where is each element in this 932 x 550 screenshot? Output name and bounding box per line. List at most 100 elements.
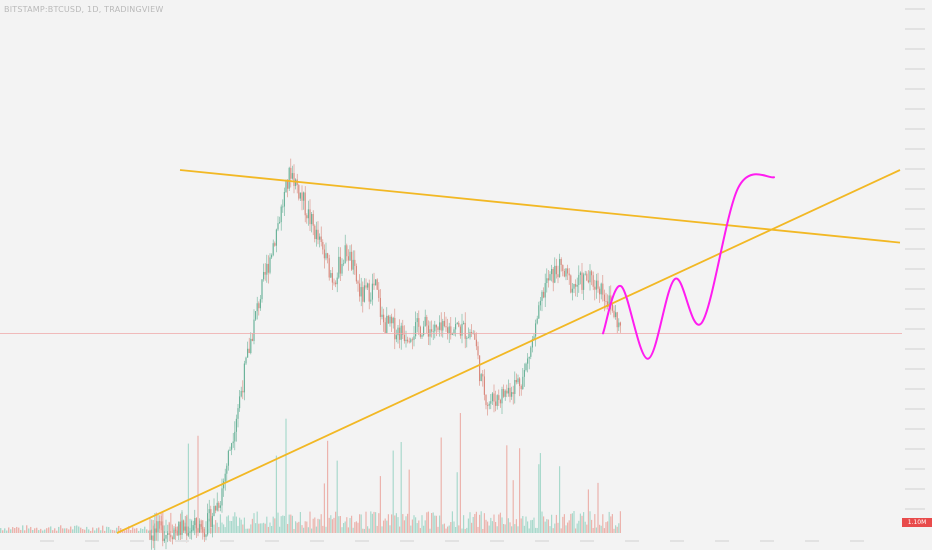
candle-body xyxy=(496,395,498,406)
candle-body xyxy=(434,324,436,332)
volume-bar xyxy=(303,527,305,533)
volume-bar xyxy=(331,519,333,533)
candle-body xyxy=(221,488,223,506)
volume-bar xyxy=(92,527,94,533)
candle-body xyxy=(216,502,218,511)
time-axis-tick xyxy=(355,540,369,542)
volume-bars xyxy=(0,413,621,533)
volume-bar xyxy=(299,511,301,533)
candle-body xyxy=(523,370,525,377)
volume-bar xyxy=(301,525,303,533)
volume-bar xyxy=(245,528,247,533)
volume-bar xyxy=(274,518,276,533)
time-axis-tick xyxy=(580,540,594,542)
volume-bar xyxy=(517,526,519,533)
price-axis[interactable] xyxy=(902,0,932,534)
time-axis-tick xyxy=(130,540,144,542)
volume-bar xyxy=(150,530,152,533)
candle-body xyxy=(400,325,402,340)
volume-bar xyxy=(427,511,429,533)
resistance-trendline[interactable] xyxy=(179,169,901,244)
candle-body xyxy=(613,310,615,318)
price-axis-ticks xyxy=(40,8,925,542)
volume-bar xyxy=(434,515,436,533)
volume-bar xyxy=(456,472,458,533)
volume-bar xyxy=(471,522,473,533)
volume-bar xyxy=(410,525,412,533)
candle-body xyxy=(447,327,449,333)
candle-body xyxy=(149,533,151,540)
price-axis-tick xyxy=(905,28,925,30)
volume-bar xyxy=(235,516,237,533)
support-trendline[interactable] xyxy=(116,169,901,534)
time-axis-tick xyxy=(40,540,54,542)
volume-bar xyxy=(359,514,361,533)
volume-bar xyxy=(112,529,114,533)
candle-body xyxy=(600,283,602,295)
candle-body xyxy=(272,243,274,256)
volume-bar xyxy=(496,526,498,533)
candle-body xyxy=(367,283,369,288)
volume-bar xyxy=(602,514,604,533)
volume-bar xyxy=(503,524,505,533)
candle-body xyxy=(282,206,284,208)
volume-bar xyxy=(475,511,477,533)
candle-body xyxy=(488,403,490,406)
volume-bar xyxy=(447,526,449,533)
candle-body xyxy=(234,431,236,442)
volume-bar xyxy=(591,519,593,533)
candle-body xyxy=(555,265,557,275)
volume-bar xyxy=(317,518,319,533)
volume-bar xyxy=(568,520,570,533)
candle-body xyxy=(243,363,245,393)
volume-bar xyxy=(325,526,327,533)
candle-body xyxy=(194,518,196,526)
volume-bar xyxy=(30,526,32,533)
volume-bar xyxy=(527,521,529,533)
candle-body xyxy=(528,356,530,359)
candle-body xyxy=(218,502,220,508)
price-axis-tick xyxy=(905,188,925,190)
candle-body xyxy=(207,513,209,535)
candle-body xyxy=(223,481,225,489)
volume-bar xyxy=(197,435,199,533)
volume-bar xyxy=(243,517,245,533)
candle-body xyxy=(186,526,188,536)
volume-bar xyxy=(279,526,281,533)
volume-bar xyxy=(349,518,351,533)
time-axis-tick xyxy=(445,540,459,542)
candle-body xyxy=(413,336,415,340)
candle-body xyxy=(250,338,252,354)
volume-bar xyxy=(82,529,84,533)
volume-bar xyxy=(450,522,452,533)
volume-bar xyxy=(402,514,404,533)
candle-body xyxy=(312,213,314,226)
volume-bar xyxy=(34,528,36,533)
volume-bar xyxy=(520,518,522,533)
candle-body xyxy=(583,274,585,290)
volume-bar xyxy=(392,450,394,533)
candle-body xyxy=(163,538,165,542)
volume-bar xyxy=(234,512,236,533)
volume-bar xyxy=(562,516,564,533)
volume-bar xyxy=(405,516,407,533)
volume-bar xyxy=(333,517,335,533)
candle-body xyxy=(512,392,514,394)
price-axis-tick xyxy=(905,128,925,130)
volume-bar xyxy=(554,523,556,533)
volume-bar xyxy=(339,515,341,533)
candle-body xyxy=(387,315,389,324)
volume-bar xyxy=(216,522,218,533)
candle-body xyxy=(346,245,348,257)
candle-body xyxy=(584,273,586,275)
volume-bar xyxy=(557,522,559,533)
volume-bar xyxy=(603,528,605,533)
candle-body xyxy=(527,358,529,364)
projection-curve[interactable] xyxy=(602,173,775,360)
volume-bar xyxy=(232,516,234,533)
candle-body xyxy=(303,192,305,201)
candle-body xyxy=(219,505,221,508)
volume-bar xyxy=(116,527,118,533)
